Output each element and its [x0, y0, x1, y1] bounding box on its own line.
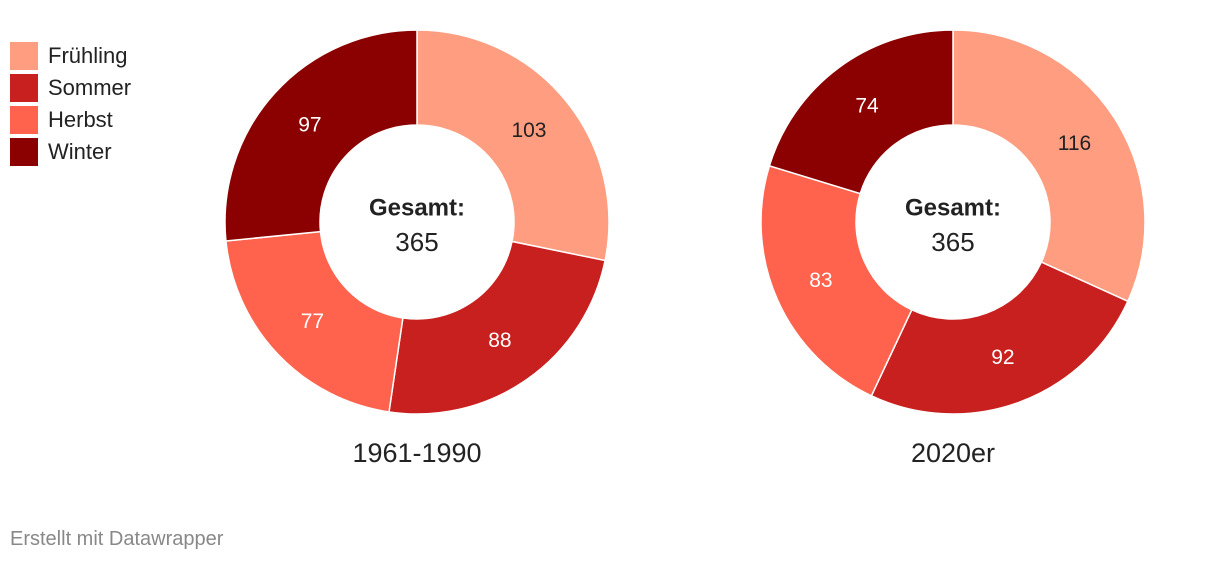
legend-swatch-fruehling [10, 42, 38, 70]
chart-caption: 1961-1990 [352, 438, 481, 468]
data-label-herbst: 77 [301, 310, 324, 333]
legend-item-winter: Winter [10, 136, 131, 168]
legend: Frühling Sommer Herbst Winter [10, 40, 131, 168]
legend-swatch-sommer [10, 74, 38, 102]
center-label: Gesamt: [369, 195, 465, 222]
slice-fruehling [416, 29, 610, 262]
chart-caption: 2020er [911, 438, 995, 468]
legend-item-herbst: Herbst [10, 104, 131, 136]
slice-sommer [870, 261, 1129, 415]
center-label: Gesamt: [905, 195, 1001, 222]
legend-swatch-winter [10, 138, 38, 166]
data-label-sommer: 88 [488, 329, 511, 352]
donut-chart-1961-1990: 103 88 77 97 Gesamt: 365 1961-1990 [224, 29, 610, 468]
center-value: 365 [931, 227, 974, 257]
legend-item-sommer: Sommer [10, 72, 131, 104]
legend-label-fruehling: Frühling [48, 43, 128, 68]
slice-herbst [225, 230, 404, 413]
donut-chart-2020er: 116 92 83 74 Gesamt: 365 2020er [760, 29, 1146, 468]
data-label-winter: 74 [855, 94, 879, 117]
center-value: 365 [395, 227, 438, 257]
legend-item-fruehling: Frühling [10, 40, 131, 72]
data-label-herbst: 83 [809, 269, 832, 292]
slice-herbst [760, 164, 913, 397]
data-label-fruehling: 116 [1058, 132, 1091, 155]
data-label-winter: 97 [298, 114, 321, 137]
slice-fruehling [952, 29, 1146, 303]
legend-label-sommer: Sommer [48, 75, 132, 100]
legend-label-herbst: Herbst [48, 107, 113, 132]
data-label-sommer: 92 [991, 346, 1014, 369]
slice-winter [768, 29, 954, 195]
legend-label-winter: Winter [48, 139, 112, 164]
slice-winter [224, 29, 418, 242]
slice-sommer [388, 240, 606, 415]
footer-credit: Erstellt mit Datawrapper [10, 528, 224, 550]
legend-swatch-herbst [10, 106, 38, 134]
data-label-fruehling: 103 [511, 119, 546, 142]
